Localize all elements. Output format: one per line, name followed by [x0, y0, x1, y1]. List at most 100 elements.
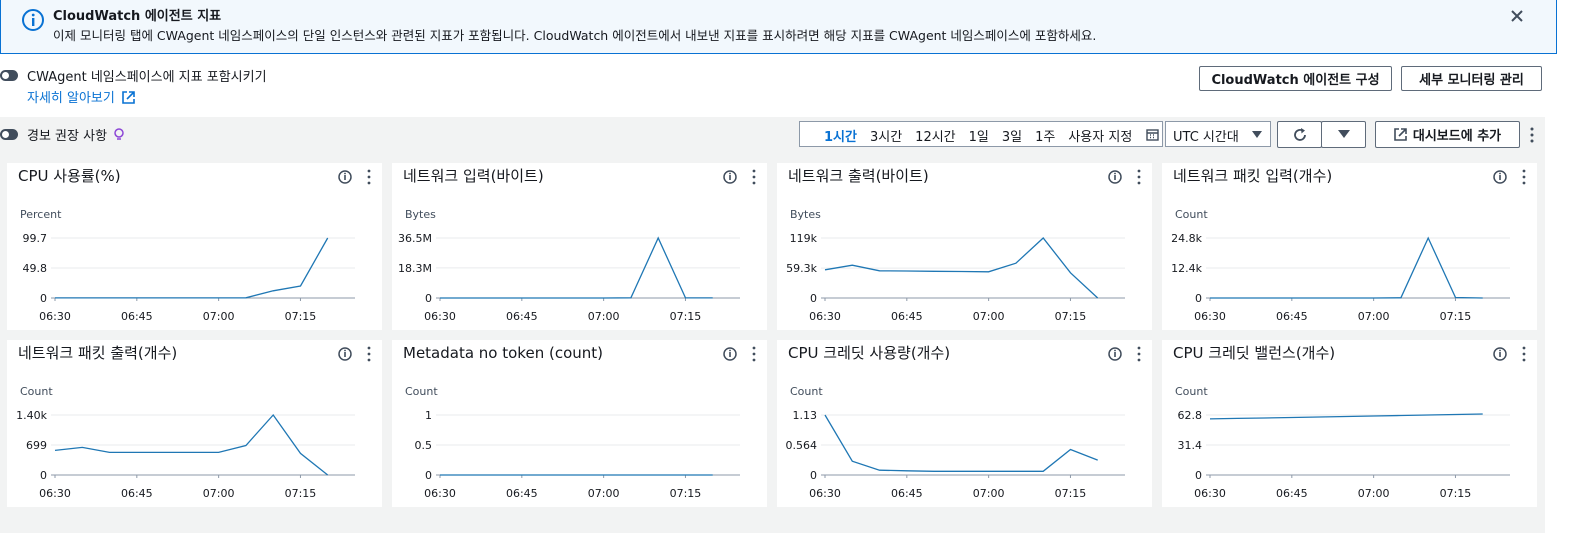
- y-tick-label: 31.4: [1178, 439, 1203, 452]
- menu-dot: [752, 346, 756, 350]
- chart-title: CPU 사용률(%): [18, 167, 121, 185]
- info-icon: [1493, 170, 1507, 184]
- y-axis-label: Count: [405, 385, 438, 398]
- info-icon: [1499, 175, 1501, 180]
- time-range-option[interactable]: 3시간: [869, 130, 903, 145]
- time-range-option[interactable]: 3일: [1001, 130, 1023, 145]
- time-range-option[interactable]: 1주: [1035, 130, 1056, 145]
- detailed-monitoring-button[interactable]: 세부 모니터링 관리: [1401, 66, 1542, 91]
- menu-dot: [1522, 175, 1526, 179]
- info-icon: [1499, 349, 1501, 352]
- x-tick-label: 07:15: [670, 487, 702, 500]
- x-tick-label: 07:15: [1055, 487, 1087, 500]
- charts: CPU 사용률(%) Percent 0 49.8 99.7 06:30 06:45 07:0…: [7, 163, 1537, 507]
- info-icon: [723, 347, 737, 361]
- y-tick-label: 1.40k: [16, 409, 47, 422]
- info-icon: [344, 175, 346, 180]
- learn-more-link[interactable]: 자세히 알아보기: [27, 87, 135, 106]
- info-button[interactable]: [1493, 170, 1507, 184]
- menu-dot: [752, 352, 756, 356]
- y-tick-label: 59.3k: [786, 262, 817, 275]
- x-tick-label: 06:45: [1276, 310, 1308, 323]
- chart-title: 네트워크 패킷 입력(개수): [1173, 167, 1332, 185]
- x-tick-label: 06:45: [506, 310, 538, 323]
- y-tick-label: 49.8: [23, 262, 48, 275]
- timezone-dropdown[interactable]: UTC 시간대: [1165, 121, 1271, 147]
- info-icon: [1114, 349, 1116, 352]
- data-line: [824, 237, 1099, 299]
- bulb-icon: [114, 128, 124, 140]
- time-range-option[interactable]: 1일: [968, 130, 989, 145]
- panel-bg: [392, 163, 767, 330]
- menu-dot: [1522, 169, 1526, 173]
- menu-dot: [752, 358, 756, 362]
- info-icon: [729, 172, 731, 175]
- x-tick-label: 06:30: [39, 310, 71, 323]
- x-tick-label: 06:45: [121, 310, 153, 323]
- data-line: [1209, 413, 1483, 420]
- cwagent-toggle[interactable]: [0, 70, 18, 81]
- alarm-toggle[interactable]: [0, 129, 18, 140]
- info-button[interactable]: [723, 170, 737, 184]
- data-line: [54, 413, 329, 476]
- y-tick-label: 0: [40, 292, 47, 305]
- menu-dot: [752, 181, 756, 185]
- chart-panel: CPU 크레딧 밸런스(개수) Count 0 31.4 62.8 06:30 06:45 0…: [1162, 340, 1537, 507]
- info-icon: [344, 349, 346, 352]
- agent-config-button[interactable]: CloudWatch 에이전트 구성: [1199, 66, 1392, 91]
- info-icon: [723, 170, 737, 184]
- refresh-options-button[interactable]: [1321, 121, 1366, 148]
- info-button[interactable]: [1108, 347, 1122, 361]
- external-icon: [1394, 128, 1407, 141]
- menu-dot: [367, 352, 371, 356]
- x-tick-label: 06:45: [506, 487, 538, 500]
- info-button[interactable]: [723, 347, 737, 361]
- x-tick-label: 07:15: [285, 310, 317, 323]
- info-button[interactable]: [338, 170, 352, 184]
- menu-dot: [367, 358, 371, 362]
- info-button[interactable]: [1108, 170, 1122, 184]
- panel-bg: [777, 340, 1152, 507]
- x-tick-label: 06:30: [424, 310, 456, 323]
- panel-bg: [7, 340, 382, 507]
- time-range-option[interactable]: 1시간: [824, 130, 857, 145]
- info-button[interactable]: [1493, 347, 1507, 361]
- calendar-icon[interactable]: [1146, 128, 1159, 141]
- close-button[interactable]: [1510, 9, 1524, 23]
- add-dashboard-text: 대시보드에 추가: [1412, 129, 1502, 144]
- panel-bg: [392, 340, 767, 507]
- link-text: 자세히 알아보기: [27, 91, 115, 106]
- y-axis-label: Percent: [20, 208, 62, 221]
- y-tick-label: 0: [1195, 469, 1202, 482]
- y-tick-label: 62.8: [1178, 409, 1203, 422]
- caret: [1337, 130, 1350, 138]
- info-icon: [338, 347, 352, 361]
- y-tick-label: 699: [26, 439, 47, 452]
- x-tick-label: 07:15: [1440, 310, 1472, 323]
- info-icon: [344, 172, 346, 175]
- panel-bg: [777, 163, 1152, 330]
- panel-bg: [1162, 163, 1537, 330]
- info-icon: [1499, 352, 1501, 357]
- x-tick-label: 07:00: [588, 310, 620, 323]
- banner-text: 이제 모니터링 탭에 CWAgent 네임스페이스의 단일 인스턴스와 관련된 …: [53, 28, 1097, 43]
- menu-dot: [367, 346, 371, 350]
- info-icon: [729, 175, 731, 180]
- y-axis-label: Count: [1175, 385, 1208, 398]
- time-range-option[interactable]: 12시간: [915, 130, 956, 145]
- y-tick-label: 99.7: [23, 232, 48, 245]
- y-tick-label: 119k: [790, 232, 818, 245]
- chart-panel: CPU 사용률(%) Percent 0 49.8 99.7 06:30 06:45 07:0…: [7, 163, 382, 330]
- time-range-option[interactable]: 사용자 지정: [1068, 130, 1133, 145]
- info-icon: [1108, 347, 1122, 361]
- info-button[interactable]: [338, 347, 352, 361]
- x-tick-label: 06:30: [424, 487, 456, 500]
- add-dashboard-button[interactable]: 대시보드에 추가: [1375, 121, 1520, 148]
- y-axis-label: Count: [790, 385, 823, 398]
- x-tick-label: 07:15: [285, 487, 317, 500]
- menu-dot: [1522, 352, 1526, 356]
- refresh-button[interactable]: [1277, 121, 1322, 148]
- x-tick-label: 06:30: [1194, 487, 1226, 500]
- more-menu[interactable]: [1528, 126, 1536, 144]
